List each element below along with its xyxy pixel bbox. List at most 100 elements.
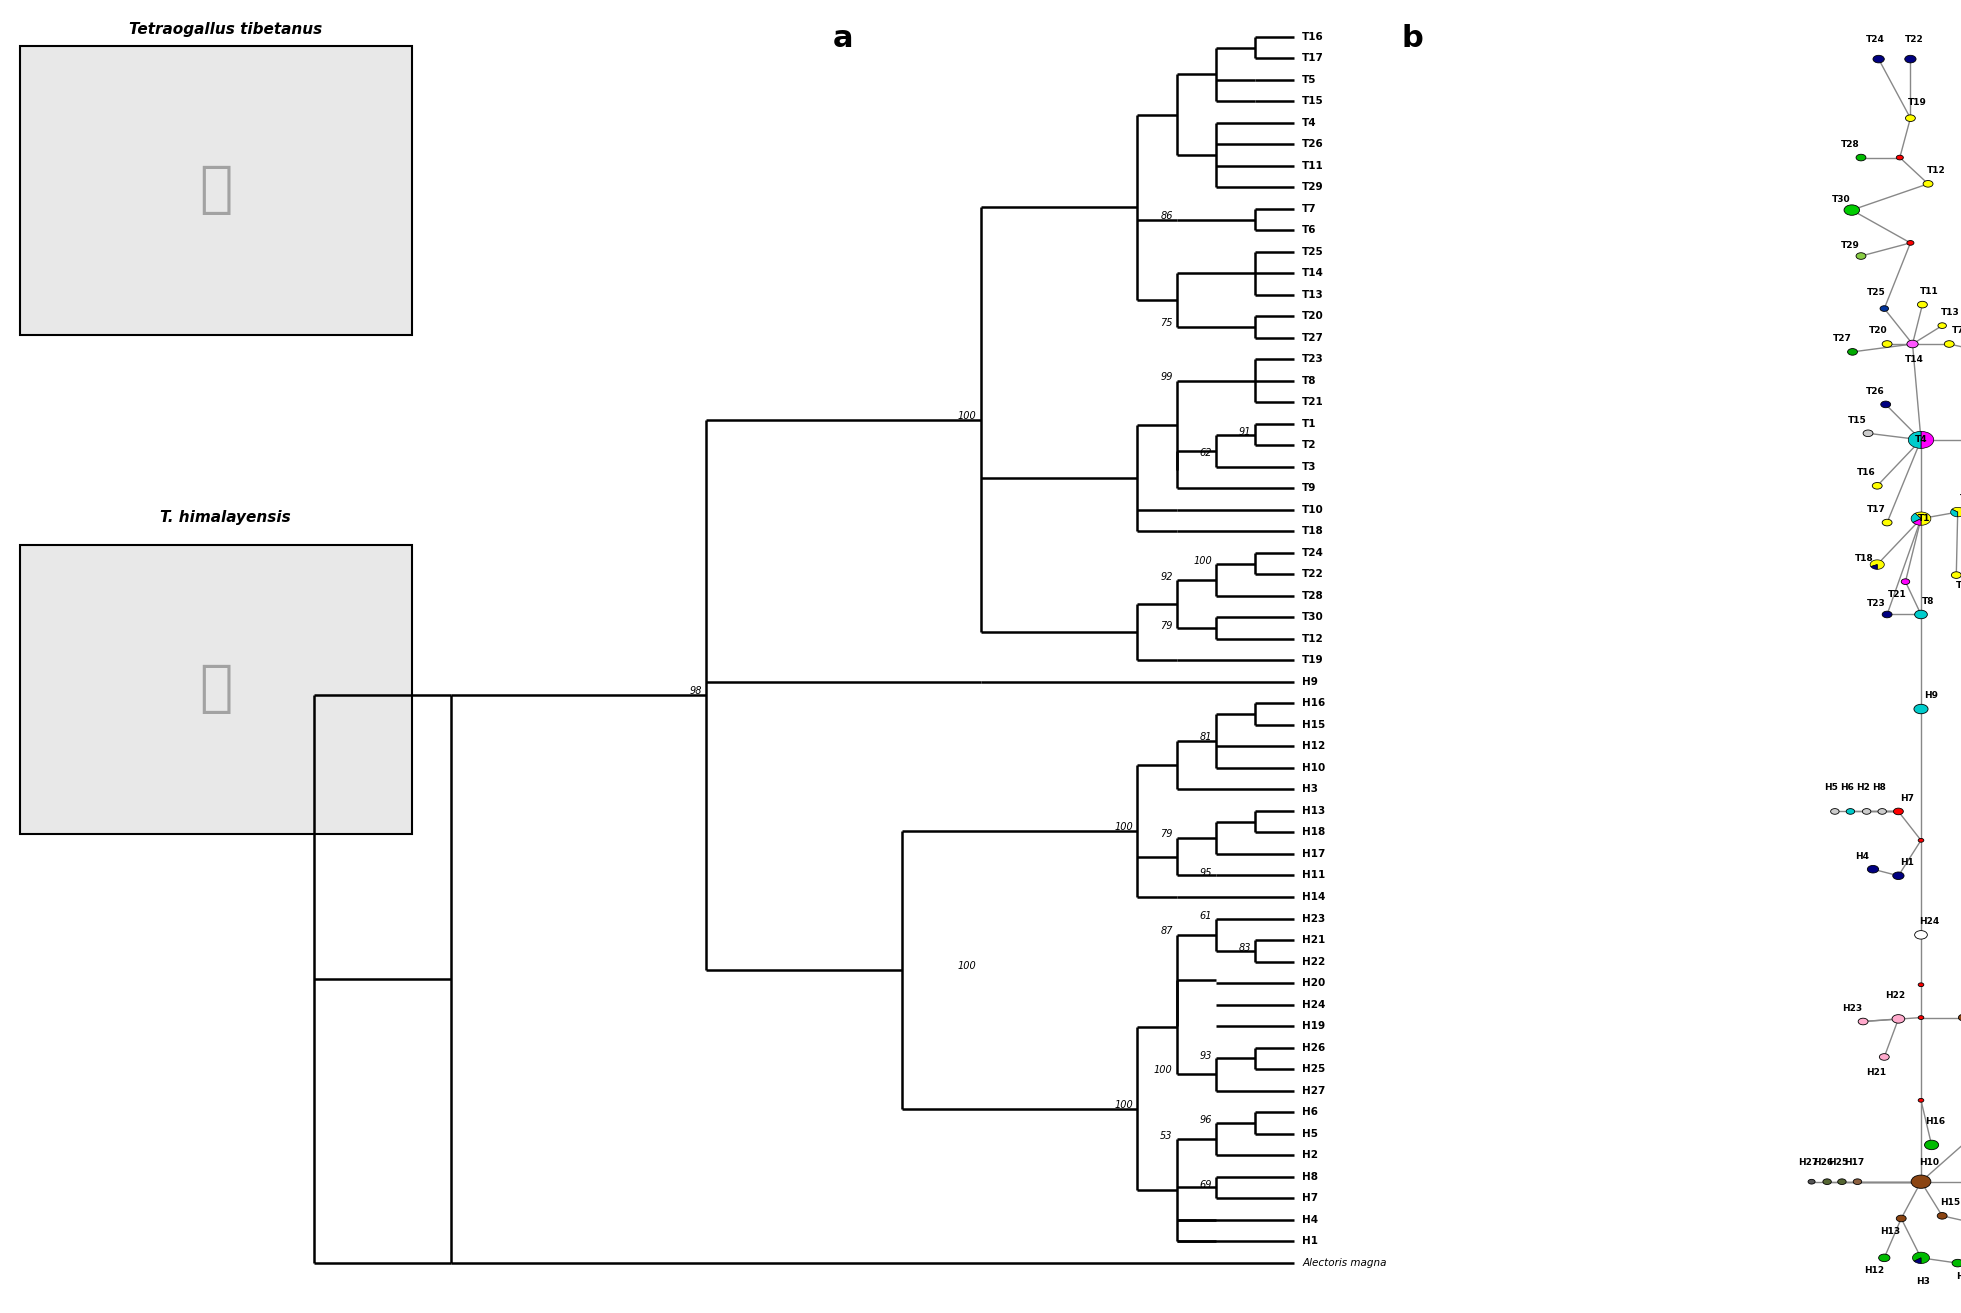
Text: T23: T23 <box>1302 355 1324 364</box>
Text: H3: H3 <box>1302 784 1318 794</box>
Text: H14: H14 <box>1302 892 1326 902</box>
Circle shape <box>1855 154 1867 161</box>
Text: T25: T25 <box>1867 289 1885 297</box>
Text: H24: H24 <box>1302 999 1326 1010</box>
Circle shape <box>1924 1140 1939 1150</box>
Text: T14: T14 <box>1302 268 1324 278</box>
Text: T30: T30 <box>1832 196 1851 204</box>
Text: T20: T20 <box>1869 327 1888 335</box>
Text: H1: H1 <box>1900 859 1914 867</box>
Circle shape <box>1902 579 1910 584</box>
Text: b: b <box>1400 24 1424 53</box>
Text: H5: H5 <box>1824 784 1837 792</box>
Text: H19: H19 <box>1302 1022 1326 1031</box>
Circle shape <box>1896 1215 1906 1222</box>
Text: 92: 92 <box>1161 572 1173 582</box>
Text: H25: H25 <box>1302 1064 1326 1074</box>
Circle shape <box>1863 809 1871 814</box>
Text: 100: 100 <box>1114 822 1133 832</box>
Circle shape <box>1824 1179 1832 1184</box>
Circle shape <box>1855 252 1867 260</box>
Text: H13: H13 <box>1302 806 1326 815</box>
Wedge shape <box>1908 432 1922 448</box>
Circle shape <box>1879 1053 1888 1061</box>
Text: 61: 61 <box>1200 911 1212 920</box>
Text: H26: H26 <box>1302 1043 1326 1053</box>
Text: T13: T13 <box>1302 290 1324 299</box>
Text: H10: H10 <box>1302 763 1326 773</box>
Text: H6: H6 <box>1839 784 1853 792</box>
Circle shape <box>1914 931 1928 939</box>
Wedge shape <box>1922 432 1934 448</box>
Text: T22: T22 <box>1302 570 1324 579</box>
Circle shape <box>1867 865 1879 873</box>
Text: 62: 62 <box>1200 448 1212 458</box>
Wedge shape <box>1912 513 1922 523</box>
Text: T15: T15 <box>1302 96 1324 106</box>
Text: 100: 100 <box>957 961 977 972</box>
Text: H16: H16 <box>1926 1117 1945 1125</box>
Text: H21: H21 <box>1865 1069 1886 1077</box>
Text: 🦜: 🦜 <box>200 662 231 717</box>
Text: H10: H10 <box>1920 1158 1939 1166</box>
Text: T24: T24 <box>1302 548 1324 558</box>
Text: H27: H27 <box>1798 1158 1818 1166</box>
Text: T6: T6 <box>1302 226 1316 235</box>
Circle shape <box>1863 429 1873 437</box>
Text: T26: T26 <box>1302 139 1324 150</box>
Circle shape <box>1918 983 1924 986</box>
Wedge shape <box>1951 509 1957 517</box>
Circle shape <box>1883 340 1892 348</box>
Text: H26: H26 <box>1814 1158 1834 1166</box>
Circle shape <box>1879 1254 1890 1262</box>
Text: T1: T1 <box>1302 419 1316 429</box>
Circle shape <box>1918 1099 1924 1102</box>
Text: T18: T18 <box>1302 527 1324 537</box>
Text: T10: T10 <box>1302 506 1324 515</box>
Text: T11: T11 <box>1302 160 1324 171</box>
Circle shape <box>1883 519 1892 527</box>
Text: H7: H7 <box>1900 794 1914 802</box>
Text: 87: 87 <box>1161 926 1173 936</box>
Wedge shape <box>1914 1258 1922 1263</box>
Circle shape <box>1843 205 1859 215</box>
Text: H17: H17 <box>1843 1158 1865 1166</box>
Circle shape <box>1892 1015 1904 1023</box>
Circle shape <box>1951 571 1961 579</box>
Circle shape <box>1906 114 1916 122</box>
Text: 100: 100 <box>1192 555 1212 566</box>
Wedge shape <box>1914 519 1922 525</box>
Text: T21: T21 <box>1302 398 1324 407</box>
Circle shape <box>1881 306 1888 311</box>
Text: T27: T27 <box>1302 334 1324 343</box>
Text: H9: H9 <box>1302 678 1318 687</box>
Text: H5: H5 <box>1302 1129 1318 1138</box>
Text: T19: T19 <box>1908 98 1928 106</box>
Text: T30: T30 <box>1302 612 1324 622</box>
Text: 96: 96 <box>1200 1115 1212 1125</box>
Text: 79: 79 <box>1161 829 1173 839</box>
Circle shape <box>1914 704 1928 714</box>
Wedge shape <box>1951 507 1961 517</box>
Text: H24: H24 <box>1920 918 1939 926</box>
Text: T29: T29 <box>1841 242 1859 249</box>
Text: T22: T22 <box>1904 35 1924 43</box>
Circle shape <box>1906 240 1914 246</box>
Circle shape <box>1881 400 1890 408</box>
Circle shape <box>1924 180 1934 188</box>
Circle shape <box>1845 809 1855 814</box>
Text: H11: H11 <box>1302 871 1326 881</box>
Text: H11: H11 <box>1957 1272 1961 1280</box>
Text: H23: H23 <box>1843 1004 1863 1012</box>
Text: T4: T4 <box>1914 436 1928 444</box>
Text: H22: H22 <box>1885 991 1904 999</box>
Text: T16: T16 <box>1857 469 1877 477</box>
Text: Alectoris magna: Alectoris magna <box>1302 1258 1386 1267</box>
Text: T13: T13 <box>1941 309 1961 316</box>
Text: H4: H4 <box>1302 1215 1318 1225</box>
Text: 81: 81 <box>1200 733 1212 742</box>
Text: 100: 100 <box>1114 1100 1133 1109</box>
Text: 99: 99 <box>1161 372 1173 382</box>
FancyBboxPatch shape <box>20 545 412 834</box>
Wedge shape <box>1916 512 1932 525</box>
